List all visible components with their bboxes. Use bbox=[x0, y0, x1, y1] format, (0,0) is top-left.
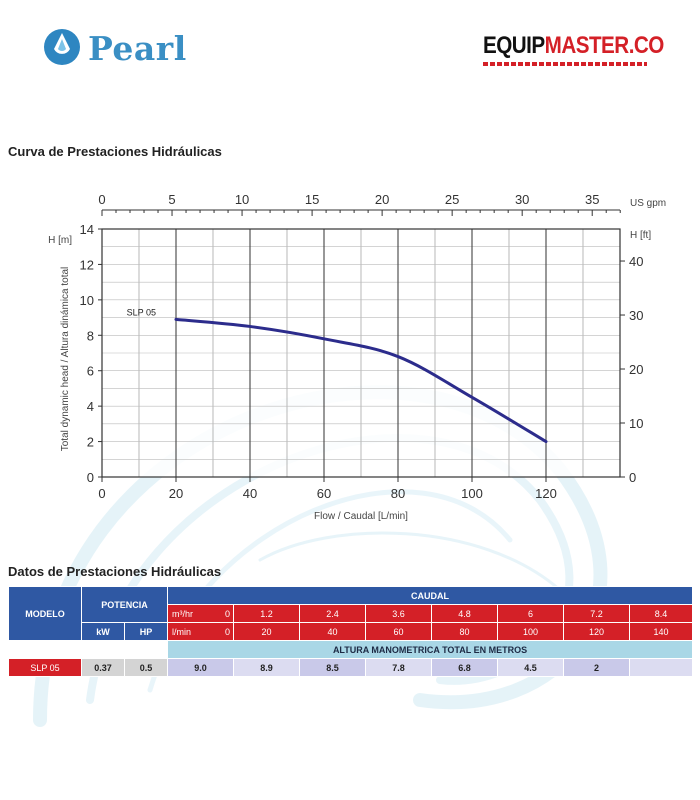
y-right-tick-label: 30 bbox=[629, 308, 643, 323]
data-point bbox=[176, 319, 177, 320]
y-right-tick-label: 0 bbox=[629, 470, 636, 485]
model-cell: SLP 05 bbox=[8, 658, 82, 677]
m3hr-cell-0: m³/hr 0 bbox=[167, 604, 235, 623]
m3hr-row: m³/hr 0 1.2 2.4 3.6 4.8 6 7.2 8.4 bbox=[9, 604, 694, 623]
y-left-unit: H [m] bbox=[48, 235, 72, 246]
pearl-logo-text: Pearl bbox=[88, 29, 187, 68]
plot-frame bbox=[101, 228, 621, 478]
y-tick-label: 10 bbox=[80, 293, 94, 308]
top-tick-label: 15 bbox=[305, 192, 319, 207]
y-tick-label: 2 bbox=[87, 435, 94, 450]
m3hr-cell-7: 8.4 bbox=[629, 604, 694, 623]
head-cell-3: 7.8 bbox=[365, 658, 433, 677]
x-tick-label: 80 bbox=[391, 486, 405, 501]
series-label: SLP 05 bbox=[127, 307, 156, 317]
m3hr-cell-6: 7.2 bbox=[563, 604, 631, 623]
m3hr-cell-2: 2.4 bbox=[299, 604, 367, 623]
top-tick-label: 10 bbox=[235, 192, 249, 207]
data-point bbox=[546, 441, 547, 442]
lmin-row: kW HP l/min 0 20 40 60 80 100 120 140 bbox=[9, 622, 694, 641]
top-tick-label: 0 bbox=[98, 192, 105, 207]
head-cell-4: 6.8 bbox=[431, 658, 499, 677]
y-tick-label: 0 bbox=[87, 470, 94, 485]
lmin-cell-4: 80 bbox=[431, 622, 499, 641]
top-tick-label: 20 bbox=[375, 192, 389, 207]
chart-section-title: Curva de Prestaciones Hidráulicas bbox=[8, 144, 222, 159]
equipmaster-logo: EQUIPMASTER.CO bbox=[483, 32, 664, 69]
x-tick-label: 0 bbox=[98, 486, 105, 501]
y-tick-label: 4 bbox=[87, 399, 94, 414]
top-tick-label: 35 bbox=[585, 192, 599, 207]
top-tick-label: 30 bbox=[515, 192, 529, 207]
data-point bbox=[472, 397, 473, 398]
data-point bbox=[398, 356, 399, 357]
data-point bbox=[250, 326, 251, 327]
table-section-title: Datos de Prestaciones Hidráulicas bbox=[8, 564, 222, 579]
series-line-slp05 bbox=[174, 317, 548, 444]
equipmaster-logo-text-1: EQUIP bbox=[483, 32, 545, 59]
m3hr-cell-0-value: 0 bbox=[225, 608, 231, 619]
head-cell-5: 4.5 bbox=[497, 658, 565, 677]
lmin-cell-2: 40 bbox=[299, 622, 367, 641]
y-axis-label: Total dynamic head / Altura dinámica tot… bbox=[60, 267, 71, 452]
x-tick-label: 100 bbox=[461, 486, 483, 501]
equipmaster-logo-stripe bbox=[483, 62, 647, 66]
top-tick-label: 5 bbox=[168, 192, 175, 207]
hp-cell: 0.5 bbox=[123, 658, 169, 677]
head-cell-2: 8.5 bbox=[299, 658, 367, 677]
lmin-cell-5: 100 bbox=[497, 622, 565, 641]
top-axis-unit: US gpm bbox=[630, 198, 666, 209]
y-right-unit: H [ft] bbox=[630, 230, 651, 241]
lmin-cell-0-value: 0 bbox=[225, 626, 231, 637]
lmin-cell-3: 60 bbox=[365, 622, 433, 641]
x-tick-label: 20 bbox=[169, 486, 183, 501]
equipmaster-logo-text-2: MASTER.CO bbox=[544, 32, 665, 59]
head-cell-0: 9.0 bbox=[167, 658, 235, 677]
m3hr-cell-0-label: m³/hr bbox=[172, 608, 194, 619]
x-tick-label: 40 bbox=[243, 486, 257, 501]
y-tick-label: 12 bbox=[80, 257, 94, 272]
y-right-tick-label: 10 bbox=[629, 416, 643, 431]
pearl-logo: Pearl bbox=[42, 27, 212, 69]
pearl-drop-icon bbox=[44, 29, 80, 65]
hp-label: HP bbox=[123, 622, 169, 641]
table-row: SLP 05 0.37 0.5 9.0 8.9 8.5 7.8 6.8 4.5 2 bbox=[8, 658, 694, 677]
lmin-cell-0-label: l/min bbox=[172, 626, 192, 637]
performance-table: MODELO POTENCIA CAUDAL m³/hr 0 1.2 2.4 3.6 4.… bbox=[8, 586, 694, 677]
altura-header: ALTURA MANOMETRICA TOTAL EN METROS bbox=[167, 640, 694, 659]
y-tick-label: 14 bbox=[80, 222, 94, 237]
data-point bbox=[324, 338, 325, 339]
head-cell-6: 2 bbox=[563, 658, 631, 677]
lmin-cell-0: l/min 0 bbox=[167, 622, 235, 641]
lmin-cell-6: 120 bbox=[563, 622, 631, 641]
y-right-tick-label: 20 bbox=[629, 362, 643, 377]
y-right-tick-label: 40 bbox=[629, 254, 643, 269]
kw-cell: 0.37 bbox=[81, 658, 125, 677]
lmin-cell-1: 20 bbox=[233, 622, 301, 641]
potencia-header: POTENCIA bbox=[80, 586, 169, 623]
x-tick-label: 120 bbox=[535, 486, 557, 501]
x-tick-label: 60 bbox=[317, 486, 331, 501]
modelo-header: MODELO bbox=[8, 586, 82, 641]
caudal-header: CAUDAL bbox=[167, 586, 694, 605]
kw-label: kW bbox=[81, 622, 125, 641]
m3hr-cell-3: 3.6 bbox=[365, 604, 433, 623]
x-axis-label: Flow / Caudal [L/min] bbox=[314, 511, 408, 522]
y-tick-label: 6 bbox=[87, 364, 94, 379]
y-tick-label: 8 bbox=[87, 328, 94, 343]
m3hr-cell-5: 6 bbox=[497, 604, 565, 623]
head-cell-7 bbox=[629, 658, 694, 677]
top-tick-label: 25 bbox=[445, 192, 459, 207]
head-cell-1: 8.9 bbox=[233, 658, 301, 677]
lmin-cell-7: 140 bbox=[629, 622, 694, 641]
m3hr-cell-4: 4.8 bbox=[431, 604, 499, 623]
m3hr-cell-1: 1.2 bbox=[233, 604, 301, 623]
